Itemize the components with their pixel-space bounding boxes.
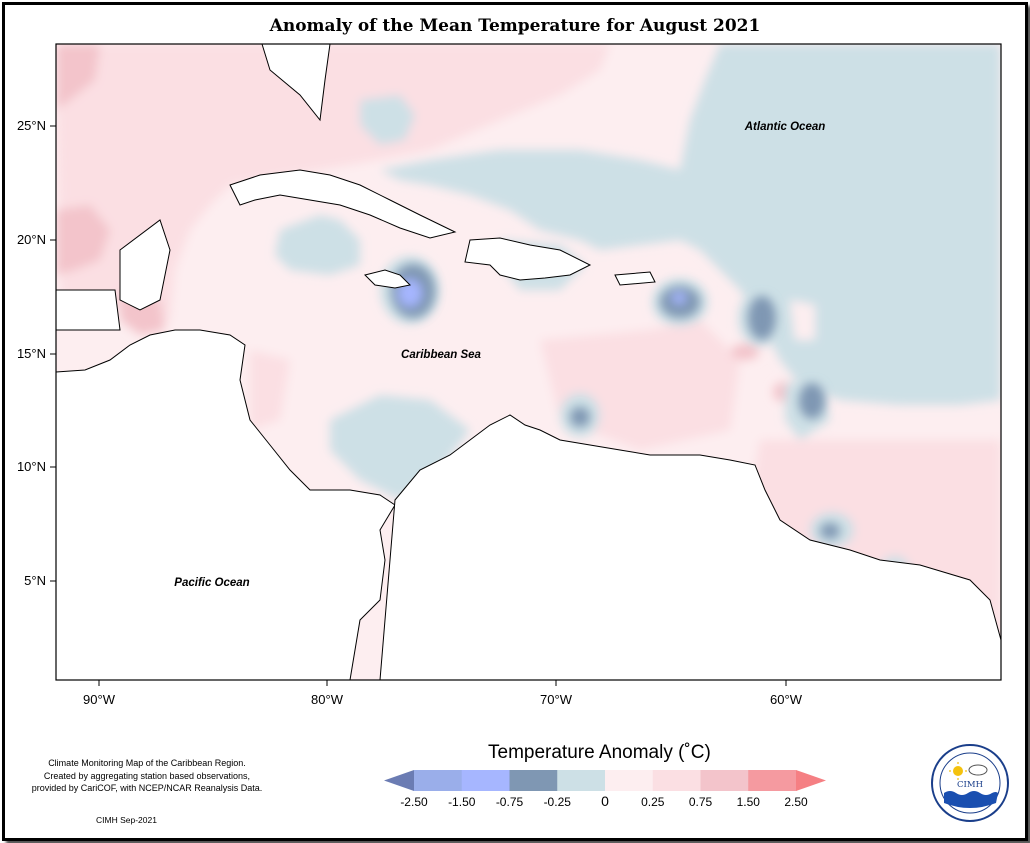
cool-core-curacao: [570, 407, 590, 427]
legend-bin-7: [700, 770, 749, 791]
cool-core-guyana: [820, 523, 840, 539]
legend-tick-label-3: -0.25: [544, 795, 572, 809]
label-caribbean-sea: Caribbean Sea: [401, 349, 481, 361]
cool-region-cuba: [275, 215, 360, 275]
legend-bin-9: [796, 770, 826, 791]
legend-bin-2: [461, 770, 510, 791]
legend-tick-label-5: 0.25: [641, 795, 665, 809]
legend-bin-3: [509, 770, 558, 791]
cloud-icon: [968, 764, 988, 776]
legend-tick-label-6: 0.75: [689, 795, 713, 809]
footnote-line-2: Created by aggregating station based obs…: [43, 770, 251, 781]
land-hispaniola: [464, 237, 592, 281]
label-pacific-ocean: Pacific Ocean: [174, 577, 249, 589]
lat-tick-20: 20°N: [17, 232, 46, 247]
sun-icon: [953, 766, 963, 776]
anomaly-field: [56, 44, 1001, 680]
cool-region-windward: [790, 300, 815, 340]
lat-tick-10: 10°N: [17, 459, 46, 474]
lon-tick-90: 90°W: [83, 692, 116, 707]
footnote-line-1: Climate Monitoring Map of the Caribbean …: [48, 758, 246, 768]
label-atlantic-ocean: Atlantic Ocean: [744, 121, 826, 133]
land-south-america: [379, 414, 1001, 680]
cool-core-barbados: [799, 383, 825, 419]
wave-icon: [944, 791, 998, 808]
legend-tick-label-7: 1.50: [737, 795, 761, 809]
land-mask: [56, 44, 1001, 680]
logo-text: CIMH: [957, 780, 983, 790]
land-cuba: [229, 169, 457, 239]
warm-region-honduras: [250, 350, 290, 430]
legend-bin-6: [652, 770, 701, 791]
legend-bin-0: [384, 770, 414, 791]
land-mexico-gulf: [56, 289, 121, 331]
cool-region-bahamas: [360, 95, 415, 145]
land-florida: [261, 44, 331, 122]
warm-region-bahamas: [56, 44, 100, 110]
credit-label: CIMH Sep-2021: [96, 815, 157, 825]
lon-tick-80: 80°W: [311, 692, 344, 707]
lon-tick-60: 60°W: [770, 692, 803, 707]
legend-bin-1: [414, 770, 463, 791]
legend-bin-4: [557, 770, 606, 791]
land-puerto-rico: [614, 271, 656, 286]
legend-colorbar: [384, 770, 826, 791]
legend-tick-labels: -2.50 -1.50 -0.75 -0.25 0 0.25 0.75 1.50 2.50: [400, 793, 808, 809]
lat-tick-5: 5°N: [24, 573, 46, 588]
lat-tick-15: 15°N: [17, 346, 46, 361]
legend-tick-label-4: 0: [601, 793, 609, 809]
legend-title: Temperature Anomaly (˚C): [488, 742, 711, 763]
cool-region-atlantic: [380, 44, 1001, 405]
land-central-america: [56, 329, 396, 680]
cool-core-pr-inner: [672, 292, 686, 304]
warm-region-gulf: [56, 44, 610, 330]
warm-spot-antilles: [731, 344, 759, 360]
lat-tick-25: 25°N: [17, 118, 46, 133]
legend-tick-label-0: -2.50: [400, 795, 428, 809]
land-jamaica: [364, 269, 412, 289]
map-title: Anomaly of the Mean Temperature for Augu…: [269, 16, 761, 36]
footnote: Climate Monitoring Map of the Caribbean …: [22, 757, 272, 795]
cool-core-guadeloupe: [748, 296, 776, 340]
axis-ticks: [50, 125, 787, 686]
footnote-line-3: provided by CariCOF, with NCEP/NCAR Rean…: [31, 783, 263, 793]
plot-border: [55, 43, 1002, 681]
legend-bin-5: [605, 770, 654, 791]
warm-region-mexico: [56, 205, 110, 275]
lon-tick-70: 70°W: [540, 692, 573, 707]
cimh-logo: CIMH: [931, 744, 1009, 822]
legend-tick-label-2: -0.75: [496, 795, 524, 809]
land-yucatan: [119, 219, 171, 311]
legend-bin-8: [748, 770, 797, 791]
legend-tick-label-8: 2.50: [784, 795, 808, 809]
legend-tick-label-1: -1.50: [448, 795, 476, 809]
